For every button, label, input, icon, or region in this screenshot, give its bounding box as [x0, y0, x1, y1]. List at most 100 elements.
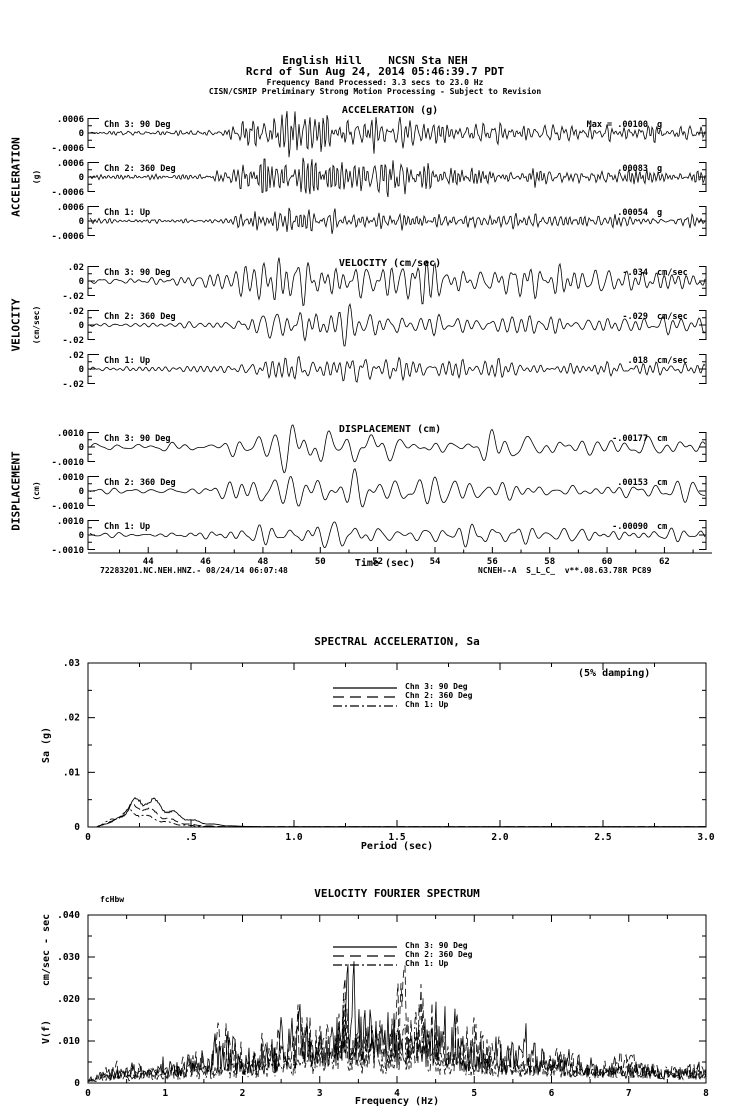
- y-axis-value: 0: [79, 217, 84, 227]
- sa-legend-label-chn1: Chn 1: Up: [405, 700, 449, 709]
- fourier-ylabel-units: cm/sec - sec: [41, 913, 52, 987]
- y-tick-label: .01: [63, 767, 80, 778]
- fourier-plot-title: VELOCITY FOURIER SPECTRUM: [314, 887, 480, 900]
- y-axis-value: 0: [79, 321, 84, 331]
- time-axis-label: Time (sec): [354, 558, 416, 569]
- displacement-panel-title: DISPLACEMENT (cm): [338, 424, 442, 435]
- x-tick-label: 6: [549, 1088, 555, 1099]
- peak-value-label: Max = .00100: [587, 120, 648, 130]
- peak-unit-label: cm/sec: [657, 268, 688, 278]
- y-axis-value: -.0010: [51, 546, 84, 556]
- sa-plot-title: SPECTRAL ACCELERATION, Sa: [314, 635, 480, 648]
- processing-disclaimer: CISN/CSMIP Preliminary Strong Motion Pro…: [208, 87, 542, 96]
- fourier-legend-label-chn3: Chn 3: 90 Deg: [405, 941, 468, 950]
- x-tick-label: 8: [703, 1088, 709, 1099]
- y-axis-value: .0006: [57, 159, 84, 169]
- time-tick-label: 58: [544, 557, 555, 567]
- x-tick-label: 2.5: [594, 832, 611, 843]
- sa-series: [96, 802, 706, 828]
- y-axis-value: .02: [68, 307, 84, 317]
- y-axis-value: 0: [79, 173, 84, 183]
- x-tick-label: 2.0: [491, 832, 508, 843]
- waveform-trace: [89, 468, 705, 508]
- record-datetime: Rcrd of Sun Aug 24, 2014 05:46:39.7 PDT: [245, 65, 505, 78]
- time-tick-label: 54: [430, 557, 441, 567]
- y-axis-value: -.0006: [51, 144, 84, 154]
- station-title: English Hill NCSN Sta NEH: [282, 54, 468, 67]
- y-tick-label: .010: [57, 1036, 80, 1047]
- damping-note: (5% damping): [578, 668, 651, 679]
- time-tick-label: 48: [258, 557, 269, 567]
- y-axis-value: -.0010: [51, 502, 84, 512]
- sa-legend-label-chn3: Chn 3: 90 Deg: [405, 682, 468, 691]
- fourier-legend-label-chn1: Chn 1: Up: [405, 959, 449, 968]
- peak-value-label: .00153: [617, 478, 648, 488]
- displacement-axis-units: (cm): [32, 481, 41, 501]
- filter-corner-note: fcHbw: [100, 895, 125, 904]
- peak-unit-label: cm: [657, 434, 667, 444]
- channel-label: Chn 3: 90 Deg: [104, 268, 171, 278]
- channel-label: Chn 1: Up: [104, 522, 150, 532]
- channel-label: Chn 2: 360 Deg: [104, 312, 176, 322]
- x-tick-label: 0: [85, 832, 91, 843]
- x-tick-label: 1.0: [285, 832, 302, 843]
- displacement-axis-title: DISPLACEMENT: [9, 451, 23, 531]
- fourier-series: [87, 961, 707, 1083]
- sa-xlabel: Period (sec): [360, 841, 434, 852]
- waveform-trace: [89, 207, 706, 234]
- y-tick-label: .040: [57, 910, 80, 921]
- y-axis-value: 0: [79, 129, 84, 139]
- x-tick-label: 0: [85, 1088, 91, 1099]
- y-tick-label: 0: [74, 1078, 80, 1089]
- peak-unit-label: cm/sec: [657, 356, 688, 366]
- acceleration-panel-title: ACCELERATION (g): [341, 105, 439, 116]
- y-axis-value: -.02: [62, 292, 84, 302]
- peak-unit-label: cm/sec: [657, 312, 688, 322]
- fourier-legend-label-chn2: Chn 2: 360 Deg: [405, 950, 473, 959]
- x-tick-label: 1.5: [388, 832, 405, 843]
- fourier-series: [87, 965, 707, 1082]
- y-axis-value: .0010: [57, 473, 84, 483]
- y-axis-value: -.0010: [51, 458, 84, 468]
- waveform-trace: [89, 111, 706, 158]
- y-axis-value: 0: [79, 487, 84, 497]
- sa-series: [96, 797, 706, 828]
- y-tick-label: .030: [57, 952, 80, 963]
- time-tick-label: 56: [487, 557, 498, 567]
- y-axis-value: 0: [79, 443, 84, 453]
- y-axis-value: .02: [68, 351, 84, 361]
- channel-label: Chn 2: 360 Deg: [104, 478, 176, 488]
- x-tick-label: .5: [185, 832, 197, 843]
- peak-value-label: .00083: [617, 164, 648, 174]
- time-tick-label: 44: [143, 557, 154, 567]
- peak-unit-label: g: [657, 164, 662, 174]
- y-axis-value: -.02: [62, 336, 84, 346]
- record-id-footer: 72283201.NC.NEH.HNZ.- 08/24/14 06:07:48: [100, 566, 288, 575]
- waveform-trace: [89, 355, 706, 383]
- acceleration-axis-title: ACCELERATION: [9, 137, 23, 217]
- channel-label: Chn 1: Up: [104, 208, 150, 218]
- waveform-trace: [89, 521, 706, 549]
- peak-value-label: -.00090: [612, 522, 648, 532]
- fourier-xlabel: Frequency (Hz): [354, 1096, 440, 1107]
- waveform-trace: [89, 424, 706, 474]
- fourier-ylabel: V(f): [41, 1019, 52, 1045]
- peak-unit-label: g: [657, 208, 662, 218]
- x-tick-label: 3.0: [697, 832, 714, 843]
- peak-unit-label: cm: [657, 478, 667, 488]
- y-axis-value: -.0006: [51, 232, 84, 242]
- channel-label: Chn 2: 360 Deg: [104, 164, 176, 174]
- waveform-trace: [89, 303, 706, 347]
- waveform-trace: [89, 157, 706, 198]
- channel-label: Chn 3: 90 Deg: [104, 120, 171, 130]
- y-axis-value: .0006: [57, 115, 84, 125]
- peak-unit-label: cm: [657, 522, 667, 532]
- sa-series: [96, 809, 706, 828]
- y-tick-label: .02: [63, 713, 80, 724]
- y-axis-value: 0: [79, 531, 84, 541]
- y-axis-value: -.02: [62, 380, 84, 390]
- y-axis-value: -.0006: [51, 188, 84, 198]
- time-tick-label: 62: [659, 557, 670, 567]
- peak-value-label: -.029: [622, 312, 648, 322]
